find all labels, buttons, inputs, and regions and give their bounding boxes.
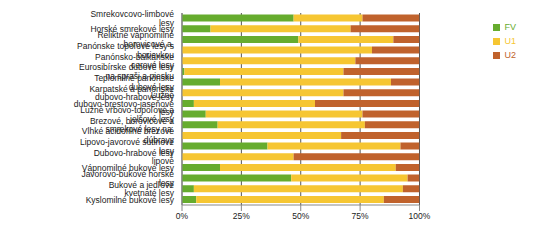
svg-text:Kyslomilné bukové lesy: Kyslomilné bukové lesy xyxy=(86,195,175,205)
svg-text:0%: 0% xyxy=(176,211,189,221)
svg-text:100%: 100% xyxy=(409,211,431,221)
svg-text:50%: 50% xyxy=(292,211,309,221)
svg-text:25%: 25% xyxy=(233,211,250,221)
svg-text:75%: 75% xyxy=(352,211,369,221)
